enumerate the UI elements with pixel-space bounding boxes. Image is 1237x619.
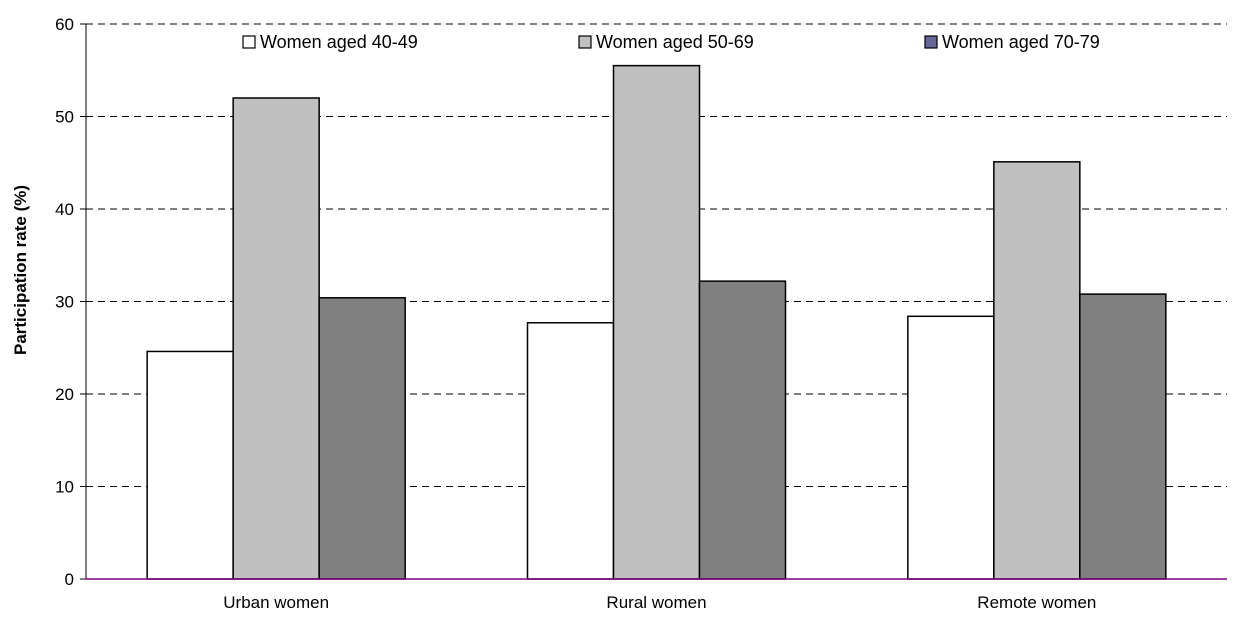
y-tick-label: 40 bbox=[55, 200, 74, 219]
legend-label: Women aged 70-79 bbox=[942, 32, 1100, 52]
axes: 0 10 20 30 40 50 60 Urban women Rural women Remot… bbox=[55, 15, 1227, 612]
x-category-label: Rural women bbox=[606, 593, 706, 612]
legend-label: Women aged 50-69 bbox=[596, 32, 754, 52]
y-tick-label: 20 bbox=[55, 385, 74, 404]
x-category-label: Urban women bbox=[223, 593, 329, 612]
bar bbox=[146, 350, 234, 580]
bar bbox=[232, 97, 320, 580]
legend-swatch bbox=[578, 35, 592, 49]
y-tick-label: 0 bbox=[65, 570, 74, 589]
legend-swatch bbox=[924, 35, 938, 49]
legend-label: Women aged 40-49 bbox=[260, 32, 418, 52]
bar bbox=[993, 161, 1081, 580]
bars bbox=[146, 64, 1167, 580]
bar bbox=[1079, 293, 1167, 580]
y-tick-label: 50 bbox=[55, 108, 74, 127]
y-tick-label: 30 bbox=[55, 293, 74, 312]
bar bbox=[318, 297, 406, 580]
bar bbox=[612, 64, 701, 580]
y-tick-label: 60 bbox=[55, 15, 74, 34]
y-axis-title: Participation rate (%) bbox=[11, 185, 30, 355]
bar bbox=[698, 280, 787, 580]
bar bbox=[526, 322, 615, 580]
legend-swatch bbox=[242, 35, 256, 49]
y-tick-label: 10 bbox=[55, 478, 74, 497]
legend: Women aged 40-49 Women aged 50-69 Women ag… bbox=[242, 32, 1100, 52]
bar bbox=[907, 315, 995, 580]
x-category-label: Remote women bbox=[977, 593, 1096, 612]
